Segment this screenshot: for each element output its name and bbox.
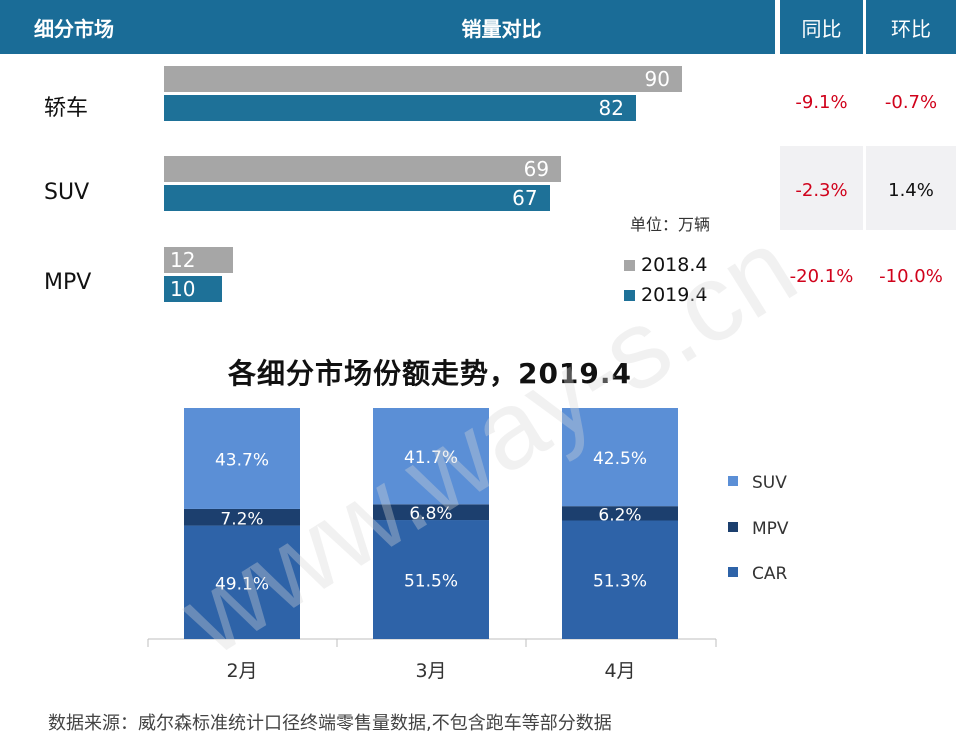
mom-mpv: -10.0% <box>879 265 943 287</box>
legend-2018: 2018.4 <box>624 254 707 276</box>
mom-cell-bg <box>866 146 956 230</box>
bar-mpv-2019: 10 <box>164 276 222 302</box>
x-tick-label: 4月 <box>604 660 635 682</box>
x-tick-label: 2月 <box>226 660 257 682</box>
legend-swatch-2019 <box>624 289 635 301</box>
yoy-car: -9.1% <box>795 91 848 113</box>
bar-mpv-2 <box>184 508 300 526</box>
legend-swatch-2018 <box>624 259 635 271</box>
data-label-mpv: 6.2% <box>598 505 641 525</box>
data-label-suv: 42.5% <box>593 449 647 469</box>
bar-car-2018: 90 <box>164 66 682 92</box>
legend-label-car: CAR <box>752 564 787 584</box>
bar-mpv-3 <box>373 504 489 521</box>
mom-car: -0.7% <box>884 91 938 113</box>
bar-mpv-4 <box>562 506 678 521</box>
bar-car-2 <box>184 525 300 639</box>
mom-suv: 1.4% <box>888 179 934 201</box>
bar-suv-3 <box>373 408 489 505</box>
header-mom: 环比 <box>866 0 956 54</box>
bar-car-4 <box>562 520 678 639</box>
bar-suv-2018: 69 <box>164 156 562 182</box>
bar-value: 10 <box>170 277 196 301</box>
legend-label-mpv: MPV <box>752 519 789 539</box>
chart-title: 各细分市场份额走势，2019.4 <box>227 357 633 390</box>
legend-swatch-mpv <box>728 522 738 532</box>
data-label-car: 49.1% <box>215 574 269 594</box>
bar-value: 12 <box>170 248 196 272</box>
legend-label-suv: SUV <box>752 473 787 493</box>
bar-car-3 <box>373 520 489 639</box>
legend-2019: 2019.4 <box>624 284 707 306</box>
bar-mpv-2018: 12 <box>164 247 234 273</box>
yoy-mpv: -20.1% <box>789 265 854 287</box>
bar-value: 69 <box>523 157 550 181</box>
header-segment: 细分市场 <box>0 0 228 54</box>
legend-label-2018: 2018.4 <box>641 254 708 276</box>
bar-suv-2 <box>184 408 300 509</box>
legend-label-2019: 2019.4 <box>641 284 708 306</box>
unit-label: 单位：万辆 <box>630 215 711 234</box>
bar-suv-4 <box>562 408 678 507</box>
data-label-car: 51.5% <box>404 572 458 592</box>
data-label-mpv: 6.8% <box>409 504 452 524</box>
legend-swatch-suv <box>728 476 738 486</box>
data-label-car: 51.3% <box>593 572 647 592</box>
yoy-cell-bg <box>780 146 863 230</box>
source-note: 数据来源：威尔森标准统计口径终端零售量数据,不包含跑车等部分数据 <box>48 713 612 734</box>
legend-swatch-car <box>728 567 738 577</box>
yoy-suv: -2.3% <box>795 179 848 201</box>
header-sales-compare: 销量对比 <box>228 0 775 54</box>
row-label-suv: SUV <box>44 180 90 205</box>
bar-value: 67 <box>512 186 538 210</box>
row-label-mpv: MPV <box>44 270 92 295</box>
data-label-suv: 43.7% <box>215 450 269 470</box>
bar-car-2019: 82 <box>164 95 636 121</box>
header-yoy: 同比 <box>780 0 863 54</box>
data-label-suv: 41.7% <box>404 448 458 468</box>
bar-suv-2019: 67 <box>164 185 550 211</box>
bar-value: 90 <box>644 67 670 91</box>
x-tick-label: 3月 <box>415 660 446 682</box>
row-label-car: 轿车 <box>44 96 89 121</box>
bar-value: 82 <box>598 96 624 120</box>
data-label-mpv: 7.2% <box>220 509 263 529</box>
